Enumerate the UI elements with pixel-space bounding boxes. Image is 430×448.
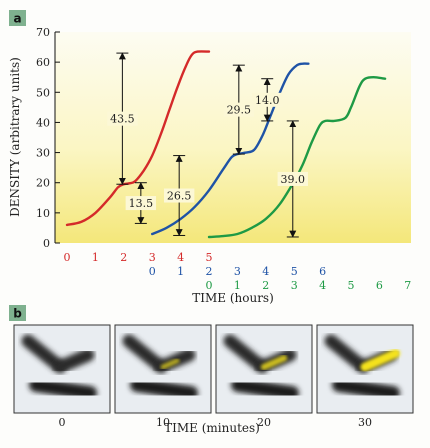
annotation-label: 14.0 [255, 94, 280, 107]
y-tick-label: 60 [36, 56, 50, 69]
x-axis-title: TIME (hours) [192, 291, 274, 305]
y-tick-label: 40 [36, 116, 50, 129]
x-tick-label-series-2: 1 [234, 279, 241, 292]
x-tick-label-series-0: 3 [149, 251, 156, 264]
cell-body-upper-left [223, 334, 269, 374]
annotation-label-bg [163, 188, 195, 203]
x-tick-label-series-1: 6 [319, 265, 326, 278]
annotations: 43.5 13.5 26.5 29.514.0 39.0 [107, 52, 308, 238]
x-tick-label-series-2: 5 [348, 279, 355, 292]
x-tick-label-series-1: 2 [206, 265, 213, 278]
panel-b-label: b [13, 307, 22, 321]
x-tick-label-series-2: 2 [262, 279, 269, 292]
x-tick-label-series-2: 7 [404, 279, 411, 292]
cell-body-lower [332, 378, 400, 400]
growth-curves [65, 50, 387, 239]
cell-body-upper-right [53, 348, 95, 374]
y-axis: 0 10 20 30 40 50 60 70 [36, 26, 60, 250]
panel-a-label: a [13, 12, 21, 26]
x-tick-label-series-2: 6 [376, 279, 383, 292]
plot-background [55, 32, 411, 243]
series-line-0 [65, 50, 211, 227]
microscopy-frame [316, 324, 414, 414]
series-line-2 [207, 75, 387, 239]
annotation-label: 26.5 [167, 190, 192, 203]
annotation-label-bg [223, 102, 255, 117]
microscopy-frame [13, 324, 111, 414]
panel-a-label-box [9, 10, 26, 26]
panel-b-x-axis-title: TIME (minutes) [164, 421, 260, 435]
x-tick-label-series-1: 5 [291, 265, 298, 278]
y-tick-label: 20 [36, 177, 50, 190]
cell-body-lower [29, 378, 97, 400]
x-tick-label-series-1: 3 [234, 265, 241, 278]
annotation-label: 29.5 [227, 104, 252, 117]
annotation-label-bg [277, 171, 308, 186]
microscopy-frames: 0 10 20 30 [13, 324, 414, 429]
series-line-1 [151, 62, 310, 236]
x-tick-label-series-0: 2 [120, 251, 127, 264]
frame-time-label: 10 [156, 416, 170, 429]
x-tick-label-series-0: 5 [206, 251, 213, 264]
annotation-label-bg [107, 111, 138, 126]
x-tick-label-series-0: 1 [92, 251, 99, 264]
frame-time-label: 30 [358, 416, 372, 429]
annotation-label: 39.0 [281, 173, 306, 186]
fluorescence-spot [160, 358, 180, 370]
panel-b: b 0 10 20 30 TIME (minutes) [9, 305, 414, 435]
annotation-label-bg [125, 196, 157, 211]
cell-body-lower [130, 378, 198, 400]
cell-body-lower [231, 378, 299, 400]
panel-b-label-box [9, 305, 26, 321]
x-tick-label-series-1: 0 [149, 265, 156, 278]
frame-time-label: 0 [59, 416, 66, 429]
cell-body-upper-left [324, 334, 370, 374]
annotation-label-bg [252, 92, 283, 107]
annotation-label: 43.5 [110, 113, 135, 126]
microscopy-frame [215, 324, 313, 414]
y-tick-label: 30 [36, 147, 50, 160]
fluorescence-spot [360, 348, 401, 372]
x-tick-label-series-1: 4 [262, 265, 269, 278]
y-tick-label: 70 [36, 26, 50, 39]
x-tick-label-series-0: 0 [64, 251, 71, 264]
y-tick-label: 0 [43, 237, 50, 250]
x-axis-ticks: 0 1 2 3 4 5 0 1 2 3 4 5 6 0 1 2 3 4 5 6 7 [64, 251, 412, 292]
x-tick-label-series-2: 0 [206, 279, 213, 292]
x-tick-label-series-2: 3 [291, 279, 298, 292]
x-tick-label-series-2: 4 [319, 279, 326, 292]
cell-body-upper-left [122, 334, 168, 374]
y-tick-label: 50 [36, 86, 50, 99]
fluorescence-spot [260, 354, 288, 371]
y-axis-title: DENSITY (arbitrary units) [8, 57, 22, 217]
x-tick-label-series-1: 1 [177, 265, 184, 278]
annotation-label: 13.5 [129, 197, 154, 210]
frame-time-label: 20 [257, 416, 271, 429]
microscopy-frame [114, 324, 212, 414]
y-tick-label: 10 [36, 207, 50, 220]
cell-body-upper-left [21, 334, 67, 374]
x-tick-label-series-0: 4 [177, 251, 184, 264]
